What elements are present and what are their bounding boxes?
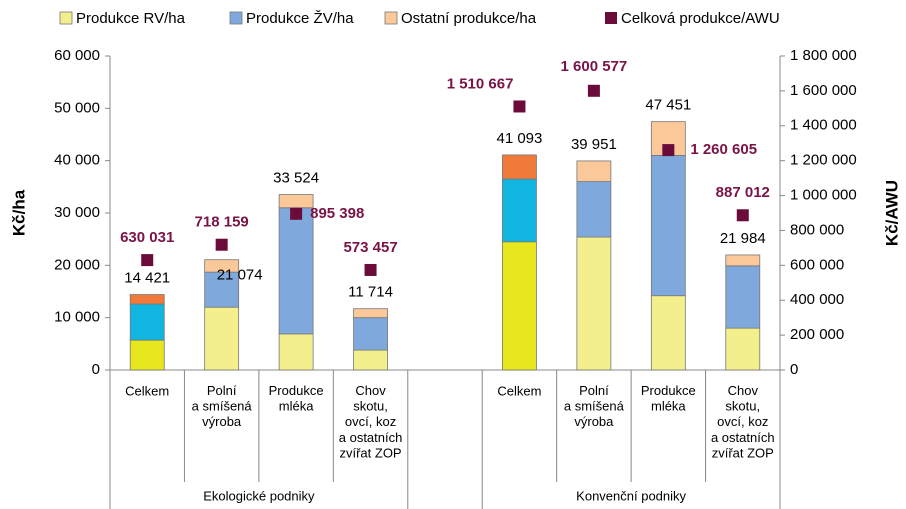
bar-segment (725, 265, 761, 329)
y-tick-label: 60 000 (54, 47, 100, 64)
y-tick-label: 50 000 (54, 99, 100, 116)
awu-marker (290, 207, 303, 220)
x-tick-label: Chov skotu, ovcí, koz a ostatních zvířat ZOP (339, 383, 403, 460)
y2-tick-label: 1 800 000 (790, 47, 857, 64)
x-tick-label: Produkce mléka (269, 383, 324, 414)
y-tick-label: 20 000 (54, 256, 100, 273)
awu-marker (364, 263, 377, 276)
group-label: Ekologické podniky (203, 488, 315, 503)
awu-marker (141, 254, 154, 267)
total-label: 47 451 (645, 97, 691, 114)
legend-label: Produkce RV/ha (76, 10, 186, 27)
bar-segment (353, 317, 388, 351)
bar-segment (204, 271, 240, 308)
y2-tick-label: 0 (790, 361, 798, 378)
bar-segment (576, 181, 612, 238)
legend-swatch (229, 11, 243, 25)
y2-tick-label: 1 200 000 (790, 152, 857, 169)
x-tick-label: Celkem (497, 383, 541, 398)
bar-segment (278, 194, 314, 209)
bar-segment (650, 295, 686, 371)
y2-tick-label: 1 400 000 (790, 117, 857, 134)
legend-swatch (384, 11, 398, 25)
total-label: 11 714 (348, 284, 393, 301)
bar-segment (204, 306, 240, 371)
awu-marker (215, 238, 228, 251)
awu-marker (513, 100, 526, 113)
y-tick-label: 40 000 (54, 152, 100, 169)
awu-label: 630 031 (120, 229, 174, 246)
bar-segment (353, 349, 388, 371)
awu-marker (662, 144, 675, 157)
total-label: 14 421 (124, 269, 170, 286)
y2-tick-label: 800 000 (790, 221, 844, 238)
y2-tick-label: 400 000 (790, 291, 844, 308)
total-label: 33 524 (273, 170, 319, 187)
y2-tick-label: 600 000 (790, 256, 844, 273)
awu-label: 1 510 667 (447, 75, 514, 92)
bar-segment (129, 294, 165, 305)
awu-marker (736, 209, 749, 222)
y-tick-label: 30 000 (54, 204, 100, 221)
awu-label: 895 398 (310, 205, 364, 222)
bar-segment (278, 207, 314, 335)
awu-label: 1 260 605 (690, 141, 757, 158)
bar-segment (278, 333, 314, 371)
awu-marker (587, 84, 600, 97)
awu-label: 1 600 577 (561, 58, 628, 75)
bar-segment (502, 154, 537, 180)
legend-label: Produkce ŽV/ha (246, 10, 354, 27)
x-tick-label: Celkem (125, 383, 169, 398)
bar-segment (502, 178, 537, 243)
y-axis-title: Kč/ha (9, 189, 28, 236)
bar-segment (204, 259, 240, 273)
x-tick-label: Polní a smíšená výroba (564, 383, 625, 429)
y2-tick-label: 200 000 (790, 326, 844, 343)
bar-segment (129, 303, 165, 341)
total-label: 41 093 (496, 130, 542, 147)
bar-segment (725, 327, 761, 371)
bar-segment (576, 160, 612, 182)
total-label: 39 951 (571, 136, 617, 153)
y-tick-label: 0 (92, 361, 100, 378)
awu-label: 573 457 (343, 239, 397, 256)
group-label: Konvenční podniky (576, 488, 686, 503)
y2-tick-label: 1 600 000 (790, 82, 857, 99)
bar-segment (725, 254, 761, 267)
legend-swatch (59, 11, 73, 25)
total-label: 21 984 (720, 230, 766, 247)
legend-swatch (605, 12, 617, 24)
bar-segment (650, 155, 686, 297)
x-tick-label: Chov skotu, ovcí, koz a ostatních zvířat ZOP (711, 383, 775, 460)
y2-axis-title: Kč/AWU (882, 180, 901, 246)
awu-label: 887 012 (716, 184, 770, 201)
awu-label: 718 159 (195, 214, 249, 231)
total-label: 21 074 (217, 267, 263, 284)
bar-segment (576, 236, 612, 371)
x-tick-label: Produkce mléka (641, 383, 696, 414)
legend-label: Celková produkce/AWU (621, 10, 780, 27)
bar-segment (502, 241, 537, 371)
x-tick-label: Polní a smíšená výroba (192, 383, 253, 429)
y2-tick-label: 1 000 000 (790, 187, 857, 204)
y-tick-label: 10 000 (54, 309, 100, 326)
legend-label: Ostatní produkce/ha (401, 10, 537, 27)
bar-segment (129, 339, 165, 371)
bar-segment (353, 308, 388, 319)
